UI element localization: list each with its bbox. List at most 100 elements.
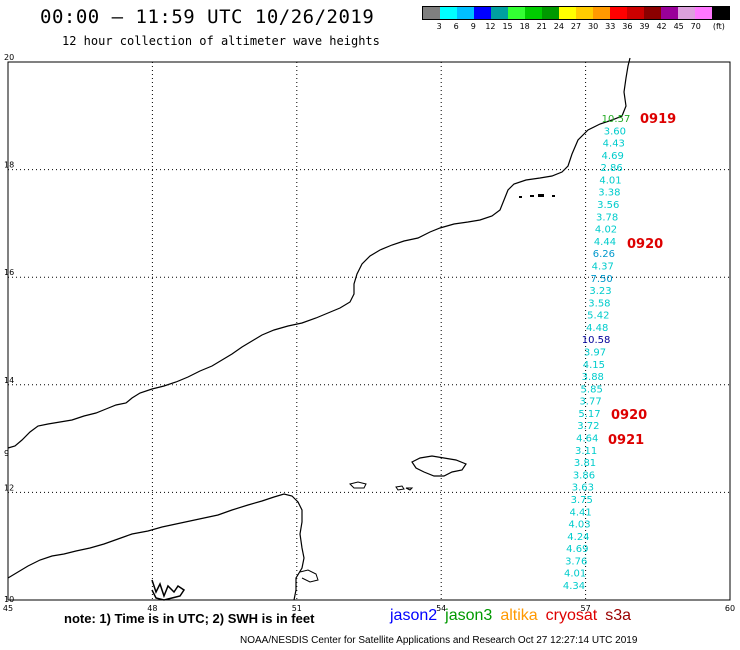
page-subtitle: 12 hour collection of altimeter wave hei… (62, 34, 380, 48)
coastline-africa (7, 493, 305, 601)
color-legend: 3 6 9 12 15 18 21 24 27 30 33 36 39 42 45 70 (ft) (422, 6, 730, 32)
legend-label: 18 (519, 22, 530, 31)
legend-label: 3 (436, 22, 442, 31)
legend-label: 30 (588, 22, 599, 31)
legend-label: 15 (502, 22, 513, 31)
lat-tick-label: 9 (4, 449, 9, 458)
legend-label: (ft) (712, 22, 725, 31)
wave-height-value: 7.50 (590, 274, 612, 285)
wave-height-value: 4.44 (594, 237, 616, 248)
legend-label: 24 (553, 22, 564, 31)
coastline-arabia (7, 57, 631, 449)
coast-inlet (299, 569, 319, 583)
wave-height-value: 3.88 (582, 372, 604, 383)
legend-swatch (712, 7, 729, 19)
lat-tick-label: 20 (4, 53, 14, 62)
wave-height-value: 6.26 (593, 249, 615, 260)
wave-height-value: 3.58 (588, 298, 610, 309)
satellite-label-s3a: s3a (605, 607, 632, 624)
wave-height-value: 4.24 (567, 532, 589, 543)
satellite-label-jason3: jason3 (445, 607, 493, 624)
small-island (395, 485, 405, 491)
legend-label: 42 (656, 22, 667, 31)
lon-tick-label: 48 (147, 604, 157, 613)
wave-height-value: 4.02 (595, 225, 617, 236)
lat-tick-label: 16 (4, 268, 14, 277)
legend-swatch (627, 7, 644, 19)
wave-height-value: 4.43 (603, 139, 625, 150)
lon-tick-label: 45 (3, 604, 13, 613)
wave-height-value: 4.01 (564, 569, 586, 580)
lat-tick-label: 10 (4, 595, 14, 604)
legend-label: 33 (605, 22, 616, 31)
credit-line: NOAA/NESDIS Center for Satellite Applica… (240, 635, 638, 646)
legend-label: 6 (453, 22, 459, 31)
wave-height-value: 3.77 (579, 397, 601, 408)
wave-height-value: 10.58 (582, 335, 611, 346)
coastal-feature (151, 579, 186, 601)
wave-height-value: 4.01 (599, 175, 621, 186)
wave-height-value: 3.63 (572, 483, 594, 494)
lon-tick-label: 51 (292, 604, 302, 613)
islet (538, 194, 544, 197)
lon-tick-label: 60 (725, 604, 735, 613)
page-title: 00:00 – 11:59 UTC 10/26/2019 (40, 6, 375, 28)
lat-tick-label: 18 (4, 161, 14, 170)
wave-height-value: 5.42 (587, 311, 609, 322)
legend-label: 27 (570, 22, 582, 31)
legend-label: 70 (690, 22, 701, 31)
legend-swatch (423, 7, 440, 19)
wave-height-value: 3.38 (598, 188, 620, 199)
wave-height-value: 3.81 (574, 458, 596, 469)
legend-label: 12 (485, 22, 496, 31)
wave-height-value: 3.60 (604, 126, 626, 137)
pass-time-label: 0920 (627, 237, 663, 252)
legend-swatch (678, 7, 695, 19)
legend-swatch (457, 7, 474, 19)
wave-height-value: 3.78 (596, 212, 618, 223)
wave-height-value: 4.15 (583, 360, 605, 371)
wave-height-value: 4.37 (592, 261, 614, 272)
wave-height-value: 4.34 (563, 581, 585, 592)
wave-height-value: 4.48 (586, 323, 608, 334)
legend-swatch (542, 7, 559, 19)
wave-height-value: 4.64 (576, 434, 598, 445)
lat-tick-label: 12 (4, 483, 14, 492)
wave-height-value: 3.86 (573, 470, 595, 481)
legend-label: 21 (536, 22, 547, 31)
legend-swatch (610, 7, 627, 19)
legend-labels: 3 6 9 12 15 18 21 24 27 30 33 36 39 42 45 70 (ft) (422, 20, 730, 32)
wave-height-value: 3.72 (577, 421, 599, 432)
lat-tick-label: 14 (4, 376, 14, 385)
wave-height-value: 2.86 (600, 163, 622, 174)
wave-height-value: 5.85 (581, 384, 603, 395)
pass-time-label: 0919 (640, 112, 676, 127)
legend-label: 36 (622, 22, 633, 31)
legend-label: 45 (673, 22, 684, 31)
wave-height-value: 10.57 (602, 114, 631, 125)
wave-height-value: 5.17 (578, 409, 600, 420)
pass-time-label: 0920 (611, 408, 647, 423)
units-note: note: 1) Time is in UTC; 2) SWH is in fe… (64, 611, 315, 626)
islet (530, 195, 534, 197)
lon-tick-label: 57 (581, 604, 591, 613)
socotra-island (411, 455, 467, 477)
satellite-label-altika: altika (500, 607, 538, 624)
wave-height-value: 4.69 (566, 544, 588, 555)
legend-swatch (576, 7, 593, 19)
legend-label: 39 (639, 22, 650, 31)
lon-tick-label: 54 (436, 604, 446, 613)
wave-height-value: 4.69 (602, 151, 624, 162)
islet (552, 195, 555, 197)
satellite-label-cryosat: cryosat (545, 607, 598, 624)
axis-ticks: 45 48 51 54 57 60 10 12 14 16 18 20 9 (3, 53, 735, 613)
wave-height-value: 4.03 (568, 520, 590, 531)
legend-swatch (508, 7, 525, 19)
small-island (405, 487, 414, 491)
altimeter-track: 10.573.604.434.692.864.013.383.563.784.0… (563, 114, 630, 592)
satellite-legend: jason2 jason3 altika cryosat s3a (390, 607, 639, 625)
map-frame (7, 61, 731, 601)
legend-swatch (559, 7, 576, 19)
wave-height-value: 3.23 (589, 286, 611, 297)
